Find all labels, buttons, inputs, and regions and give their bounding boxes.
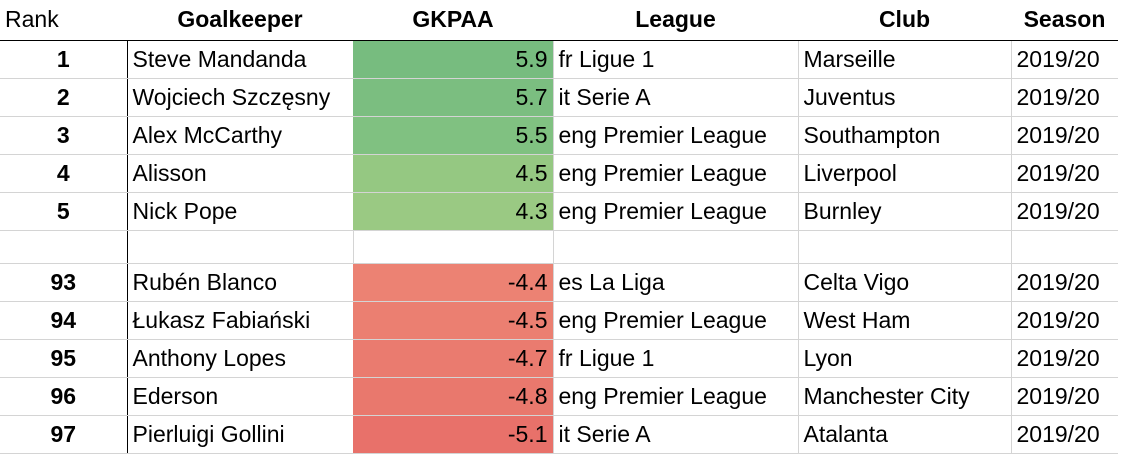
cell-rank: 96: [0, 377, 128, 416]
cell-league: eng Premier League: [552, 154, 798, 193]
cell-gkpaa: -5.1: [353, 415, 553, 454]
spacer-cell: [797, 230, 1011, 264]
cell-goalkeeper: Alex McCarthy: [126, 116, 353, 155]
cell-season: 2019/20: [1010, 339, 1118, 378]
cell-club: Manchester City: [797, 377, 1011, 416]
cell-league: it Serie A: [552, 78, 798, 117]
cell-club: Burnley: [797, 192, 1011, 231]
cell-season: 2019/20: [1010, 78, 1118, 117]
spacer-cell: [352, 230, 553, 264]
table-row: 4 Alisson 4.5 eng Premier League Liverpool 20…: [0, 154, 1118, 193]
cell-goalkeeper: Pierluigi Gollini: [126, 415, 353, 454]
table-row: 5 Nick Pope 4.3 eng Premier League Burnley 20…: [0, 192, 1118, 231]
cell-league: eng Premier League: [552, 192, 798, 231]
cell-rank: 2: [0, 78, 128, 117]
spacer-cell: [552, 230, 798, 264]
cell-goalkeeper: Ederson: [126, 377, 353, 416]
cell-goalkeeper: Wojciech Szczęsny: [126, 78, 353, 117]
spacer-row: [0, 230, 1118, 264]
cell-season: 2019/20: [1010, 301, 1118, 340]
cell-league: it Serie A: [552, 415, 798, 454]
cell-season: 2019/20: [1010, 377, 1118, 416]
table-row: 3 Alex McCarthy 5.5 eng Premier League South…: [0, 116, 1118, 155]
cell-rank: 3: [0, 116, 128, 155]
cell-goalkeeper: Rubén Blanco: [126, 263, 353, 302]
cell-goalkeeper: Łukasz Fabiański: [126, 301, 353, 340]
cell-rank: 95: [0, 339, 128, 378]
goalkeeper-table: Rank Goalkeeper GKPAA League Club Season…: [0, 0, 1118, 454]
cell-club: West Ham: [797, 301, 1011, 340]
cell-season: 2019/20: [1010, 192, 1118, 231]
header-goalkeeper: Goalkeeper: [127, 0, 353, 41]
cell-league: es La Liga: [552, 263, 798, 302]
table-body: 1 Steve Mandanda 5.9 fr Ligue 1 Marseille 201…: [0, 40, 1118, 454]
cell-gkpaa: -4.8: [353, 377, 553, 416]
cell-season: 2019/20: [1010, 154, 1118, 193]
cell-goalkeeper: Anthony Lopes: [126, 339, 353, 378]
header-row: Rank Goalkeeper GKPAA League Club Season: [0, 0, 1118, 41]
cell-goalkeeper: Steve Mandanda: [126, 40, 353, 79]
cell-league: eng Premier League: [552, 301, 798, 340]
table-row: 2 Wojciech Szczęsny 5.7 it Serie A Juventus 2…: [0, 78, 1118, 117]
cell-goalkeeper: Alisson: [126, 154, 353, 193]
spacer-cell: [0, 230, 128, 264]
cell-club: Liverpool: [797, 154, 1011, 193]
cell-gkpaa: 5.7: [353, 78, 553, 117]
cell-league: fr Ligue 1: [552, 40, 798, 79]
cell-league: eng Premier League: [552, 377, 798, 416]
cell-rank: 5: [0, 192, 128, 231]
table-row: 93 Rubén Blanco -4.4 es La Liga Celta Vigo 20…: [0, 263, 1118, 302]
cell-gkpaa: -4.4: [353, 263, 553, 302]
cell-goalkeeper: Nick Pope: [126, 192, 353, 231]
cell-club: Juventus: [797, 78, 1011, 117]
cell-gkpaa: 4.3: [353, 192, 553, 231]
cell-club: Southampton: [797, 116, 1011, 155]
cell-gkpaa: 5.5: [353, 116, 553, 155]
table-row: 94 Łukasz Fabiański -4.5 eng Premier League…: [0, 301, 1118, 340]
cell-rank: 1: [0, 40, 128, 79]
header-club: Club: [798, 0, 1011, 41]
cell-rank: 94: [0, 301, 128, 340]
cell-rank: 93: [0, 263, 128, 302]
table-row: 96 Ederson -4.8 eng Premier League Mancheste…: [0, 377, 1118, 416]
cell-club: Atalanta: [797, 415, 1011, 454]
cell-league: fr Ligue 1: [552, 339, 798, 378]
cell-gkpaa: 5.9: [353, 40, 553, 79]
cell-season: 2019/20: [1010, 116, 1118, 155]
cell-rank: 4: [0, 154, 128, 193]
spacer-cell: [1010, 230, 1118, 264]
cell-club: Celta Vigo: [797, 263, 1011, 302]
cell-gkpaa: 4.5: [353, 154, 553, 193]
header-league: League: [553, 0, 798, 41]
header-season: Season: [1011, 0, 1118, 41]
cell-gkpaa: -4.7: [353, 339, 553, 378]
spacer-cell: [126, 230, 353, 264]
cell-club: Marseille: [797, 40, 1011, 79]
header-rank: Rank: [0, 0, 127, 41]
cell-season: 2019/20: [1010, 263, 1118, 302]
header-gkpaa: GKPAA: [353, 0, 553, 41]
cell-rank: 97: [0, 415, 128, 454]
cell-gkpaa: -4.5: [353, 301, 553, 340]
cell-season: 2019/20: [1010, 415, 1118, 454]
cell-season: 2019/20: [1010, 40, 1118, 79]
table-row: 95 Anthony Lopes -4.7 fr Ligue 1 Lyon 2019/20: [0, 339, 1118, 378]
cell-league: eng Premier League: [552, 116, 798, 155]
cell-club: Lyon: [797, 339, 1011, 378]
table-row: 1 Steve Mandanda 5.9 fr Ligue 1 Marseille 201…: [0, 40, 1118, 79]
table-row: 97 Pierluigi Gollini -5.1 it Serie A Atalant…: [0, 415, 1118, 454]
